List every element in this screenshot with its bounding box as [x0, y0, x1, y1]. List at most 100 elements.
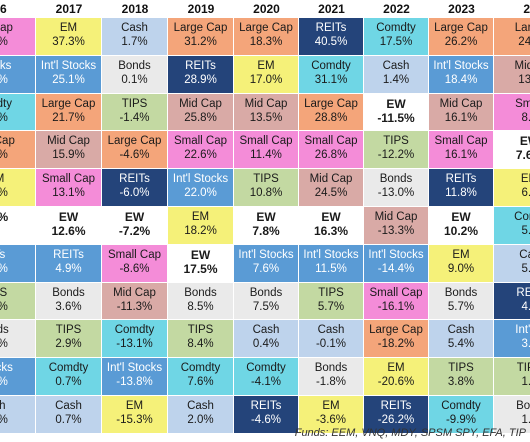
return-cell: Mid Cap 16.1% [429, 94, 494, 131]
return-cell: sh3% [0, 396, 36, 434]
return-value: 7.6% [187, 376, 214, 388]
return-cell: Cas 5.2 [494, 245, 530, 283]
year-header: 2018 [102, 0, 168, 18]
return-cell: EW 12.6% [36, 207, 102, 245]
asset-label: EM [322, 400, 340, 412]
return-value: 1.7% [121, 36, 148, 48]
asset-label: Bonds [118, 60, 151, 72]
return-cell: M9% [0, 169, 36, 207]
year-header: 2022 [364, 0, 429, 18]
return-cell: TIPS 1.7 [494, 358, 530, 396]
asset-label: Int'l Stocks [172, 173, 229, 185]
funds-footnote: Funds: EEM, VNQ, MDY, SPSM SPY, EFA, TIP [294, 427, 526, 439]
return-cell: Int'l S 3.5 [494, 320, 530, 358]
return-value: 16.3% [313, 224, 349, 238]
asset-label: Bonds [444, 287, 478, 299]
return-cell: Mid Cap -11.3% [102, 283, 168, 320]
return-value: -4.6% [250, 414, 282, 426]
asset-label: TIPS [516, 362, 530, 374]
return-cell: EM -15.3% [102, 396, 168, 434]
return-value: 8.4% [187, 338, 214, 350]
return-cell: Comdty 31.1% [299, 56, 364, 94]
asset-label: Bond [516, 400, 530, 412]
asset-label: TIPS [55, 324, 82, 336]
asset-label: EM [387, 362, 405, 374]
asset-label: Mid Cap [113, 287, 156, 299]
asset-label: Int'l Stocks [433, 60, 489, 72]
return-value: 10.8% [249, 187, 283, 199]
return-value: 0% [0, 210, 35, 224]
asset-label: TIPS [383, 135, 409, 147]
asset-label: Mid C [514, 60, 530, 72]
return-value: 17.5% [183, 262, 218, 276]
return-cell: Bond 1.3 [494, 396, 530, 434]
return-cell: Comdty 17.5% [364, 18, 429, 56]
return-cell: PS7% [0, 283, 36, 320]
return-cell: EM 18.2% [168, 207, 234, 245]
asset-label: EW [519, 134, 530, 148]
asset-label: Mid Cap [179, 98, 222, 110]
return-value: 5.7% [317, 301, 345, 313]
return-cell: Large Cap 26.2% [429, 18, 494, 56]
return-cell: EW 7.8% [234, 207, 299, 245]
return-value: 16.1% [444, 149, 478, 161]
return-cell: Bonds -1.8% [299, 358, 364, 396]
return-value: 13.1% [52, 187, 85, 199]
return-cell: Int'l Stocks -14.4% [364, 245, 429, 283]
return-cell: Comdty -9.9% [429, 396, 494, 434]
return-value: 28.9% [184, 74, 217, 86]
return-value: 9.0% [447, 263, 475, 275]
return-cell: Cash 1.4% [364, 56, 429, 94]
asset-label: REITs [119, 173, 150, 185]
return-cell: Ts6% [0, 245, 36, 283]
asset-label: Large Cap [369, 324, 423, 336]
asset-label: Int'l Stocks [40, 60, 97, 72]
asset-label: Large Cap [304, 98, 358, 110]
asset-label: Int'l Stocks [368, 249, 424, 261]
return-cell: Bonds 3.6% [36, 283, 102, 320]
return-cell: REITs 28.9% [168, 56, 234, 94]
year-header: 16 [0, 0, 36, 18]
return-value: -6.0% [119, 187, 150, 199]
asset-label: Comdty [311, 60, 351, 72]
asset-label: EW [321, 210, 341, 224]
return-value: 15.9% [52, 149, 85, 161]
return-cell: REITs -26.2% [364, 396, 429, 434]
return-value: 7.5% [252, 301, 280, 313]
return-cell: Cash 2.0% [168, 396, 234, 434]
return-cell: EW7.6% [494, 131, 530, 169]
return-cell: EW 17.5% [168, 245, 234, 283]
return-value: -13.1% [116, 338, 153, 350]
return-value: 13.5% [249, 112, 283, 124]
asset-label: Large Cap [41, 98, 96, 110]
return-cell: Bonds 8.5% [168, 283, 234, 320]
return-value: 11.8% [445, 187, 477, 199]
asset-label: EM [257, 60, 275, 72]
year-header: 20 [494, 0, 530, 18]
return-value: 2.9% [55, 338, 82, 350]
return-value: 5.2 [521, 263, 530, 275]
return-value: -11.5% [377, 111, 415, 125]
asset-label: nds [0, 324, 9, 336]
return-cell: Mid Cap 15.9% [36, 131, 102, 169]
return-cell: ocks5% [0, 56, 36, 94]
return-cell: Cash 1.7% [102, 18, 168, 56]
asset-label: Comdty [376, 22, 416, 34]
asset-label: Comdty [48, 362, 89, 374]
return-cell: Bonds -13.0% [364, 169, 429, 207]
return-cell: 0% [0, 207, 36, 245]
return-value: 22.6% [184, 149, 217, 161]
return-cell: TIPS 8.4% [168, 320, 234, 358]
return-value: -4.6% [119, 149, 150, 161]
return-value: -7.2% [118, 224, 151, 238]
asset-label: Large Cap [434, 22, 488, 34]
return-value: 3.8% [447, 376, 475, 388]
asset-label: Large [514, 22, 530, 34]
return-cell: Cash 0.4% [234, 320, 299, 358]
return-value: 16.1% [444, 112, 478, 124]
asset-label: Small Cap [239, 135, 293, 147]
return-cell: Cash -0.1% [299, 320, 364, 358]
asset-label: Comdty [114, 324, 155, 336]
return-value: 8.5% [187, 301, 214, 313]
asset-label: Bonds [314, 362, 348, 374]
